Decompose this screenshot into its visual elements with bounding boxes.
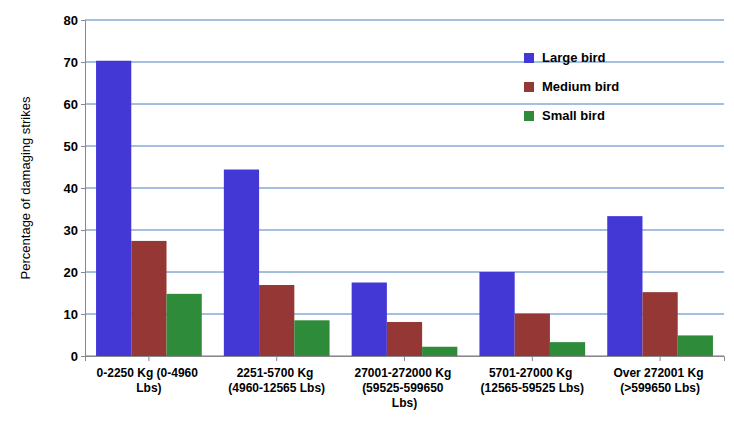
tick: 30 [64, 223, 85, 238]
tick-mark [660, 356, 661, 361]
tick-mark [81, 230, 85, 231]
tick-mark [81, 104, 85, 105]
tick-label: 30 [64, 223, 78, 238]
tick-label-line: Over 272001 Kg [613, 366, 706, 380]
tick-mark [276, 356, 277, 361]
tick-mark [532, 356, 533, 361]
tick-label-line: Lbs) [136, 381, 161, 395]
tick: 27001-272000 Kg (59525-599650 Lbs) [354, 356, 454, 410]
bar [167, 294, 202, 356]
tick: 2251-5700 Kg (4960-12565 Lbs) [228, 356, 325, 395]
tick-mark [81, 62, 85, 63]
bar [678, 335, 713, 356]
y-axis-title: Percentage of damaging strikes [18, 96, 33, 279]
tick: 0 [71, 349, 85, 364]
bar [259, 285, 294, 356]
tick: 5701-27000 Kg (12565-59525 Lbs) [481, 356, 584, 395]
grid-line [85, 104, 724, 105]
bar [387, 322, 422, 356]
bars [96, 61, 713, 356]
tick-label: 70 [64, 55, 78, 70]
tick-label-line: (>599650 Lbs) [620, 381, 700, 395]
tick-label: 5701-27000 Kg (12565-59525 Lbs) [481, 366, 584, 395]
tick-label: 40 [64, 181, 78, 196]
legend-label: Small bird [542, 108, 605, 123]
tick-label: 50 [64, 139, 78, 154]
tick-label-line: (12565-59525 Lbs) [481, 381, 584, 395]
tick-mark [81, 272, 85, 273]
bar [515, 314, 550, 356]
legend-swatch [524, 53, 534, 63]
tick-label: 10 [64, 307, 78, 322]
tick-label: Over 272001 Kg (>599650 Lbs) [613, 366, 706, 395]
bar [131, 241, 166, 356]
tick-mark [81, 146, 85, 147]
tick-label: 20 [64, 265, 78, 280]
legend-swatch [524, 82, 534, 92]
series [96, 61, 642, 356]
tick-label-line: 5701-27000 Kg [489, 366, 576, 380]
series [131, 241, 677, 356]
tick-mark [81, 356, 85, 357]
tick: 60 [64, 97, 85, 112]
bar [642, 292, 677, 356]
tick-label-line: 27001-272000 Kg [354, 366, 454, 380]
tick: 20 [64, 265, 85, 280]
grid-line [85, 146, 724, 147]
legend-swatch [524, 111, 534, 121]
tick-label-line: 0-2250 Kg (0-4960 [97, 366, 202, 380]
legend-label: Large bird [542, 50, 606, 65]
bar [224, 170, 259, 356]
bar [422, 347, 457, 356]
tick-label: 80 [64, 13, 78, 28]
grid-line [85, 62, 724, 63]
bar [96, 61, 131, 356]
tick-mark [404, 356, 405, 361]
tick-mark [81, 314, 85, 315]
tick-label-line: Lbs) [392, 396, 417, 410]
tick-label-line: (4960-12565 Lbs) [228, 381, 325, 395]
bar [607, 216, 642, 356]
tick: Over 272001 Kg (>599650 Lbs) [613, 356, 706, 395]
tick: 70 [64, 55, 85, 70]
bar [352, 283, 387, 357]
tick: 50 [64, 139, 85, 154]
tick: 10 [64, 307, 85, 322]
tick-label: 0-2250 Kg (0-4960 Lbs) [97, 366, 202, 395]
tick: 40 [64, 181, 85, 196]
chart: 010203040506070800-2250 Kg (0-4960 Lbs)2… [0, 0, 734, 441]
grid [85, 20, 724, 356]
tick-label-line: (59525-599650 [362, 381, 447, 395]
bar [550, 342, 585, 356]
legend: Large bird Medium bird Small bird [524, 50, 619, 123]
tick-label: 27001-272000 Kg (59525-599650 Lbs) [354, 366, 454, 410]
tick-label: 2251-5700 Kg (4960-12565 Lbs) [228, 366, 325, 395]
axis-line [81, 21, 86, 357]
bar [479, 272, 514, 356]
x-axis: 0-2250 Kg (0-4960 Lbs) 2251-5700 Kg (4960… [86, 356, 725, 410]
tick: 0-2250 Kg (0-4960 Lbs) [97, 356, 202, 395]
tick: 80 [64, 13, 85, 28]
legend-label: Medium bird [542, 79, 619, 94]
tick-label: 60 [64, 97, 78, 112]
tick-mark [148, 356, 149, 361]
grid-line [85, 188, 724, 189]
y-axis: 0 10 20 30 40 50 60 70 80 [64, 13, 86, 364]
tick-label-line: 2251-5700 Kg [237, 366, 317, 380]
grid-line [85, 20, 724, 21]
tick-label: 0 [71, 349, 78, 364]
tick-mark [81, 188, 85, 189]
axis-line [86, 357, 725, 362]
bar [294, 320, 329, 356]
series [167, 294, 713, 356]
tick-mark [81, 20, 85, 21]
